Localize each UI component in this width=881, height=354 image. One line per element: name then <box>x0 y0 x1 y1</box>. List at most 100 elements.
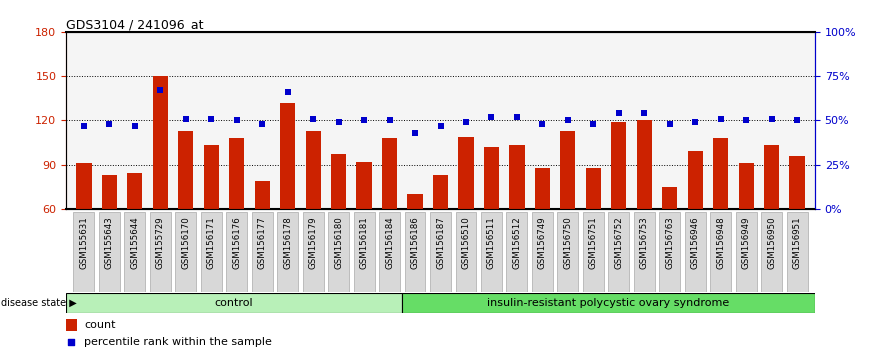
Bar <box>328 212 349 292</box>
Bar <box>278 212 298 292</box>
Point <box>281 89 295 95</box>
Bar <box>685 212 706 292</box>
Bar <box>710 212 731 292</box>
Point <box>306 116 320 121</box>
Text: GSM156170: GSM156170 <box>181 216 190 269</box>
Text: GSM156751: GSM156751 <box>589 216 598 269</box>
Text: GSM155644: GSM155644 <box>130 216 139 269</box>
Bar <box>124 212 145 292</box>
Text: GSM156187: GSM156187 <box>436 216 445 269</box>
Bar <box>663 187 677 297</box>
Text: GSM156763: GSM156763 <box>665 216 674 269</box>
Text: GSM156181: GSM156181 <box>359 216 368 269</box>
Point <box>485 114 499 120</box>
Bar <box>175 212 196 292</box>
Point <box>382 118 396 123</box>
Bar <box>738 163 754 297</box>
Bar <box>455 212 477 292</box>
Bar <box>404 212 426 292</box>
Bar <box>99 212 120 292</box>
Text: count: count <box>85 320 116 330</box>
Bar <box>481 212 502 292</box>
Text: GSM156510: GSM156510 <box>462 216 470 269</box>
Bar <box>713 138 729 297</box>
Text: GSM156949: GSM156949 <box>742 216 751 269</box>
Bar <box>558 212 578 292</box>
Bar <box>407 194 423 297</box>
Point <box>179 116 193 121</box>
Point <box>688 119 702 125</box>
Bar <box>637 120 652 297</box>
Bar <box>532 212 553 292</box>
Text: GSM156177: GSM156177 <box>258 216 267 269</box>
Text: GSM156948: GSM156948 <box>716 216 725 269</box>
Text: disease state ▶: disease state ▶ <box>1 298 77 308</box>
Point <box>765 116 779 121</box>
Bar <box>659 212 680 292</box>
Bar <box>255 181 270 297</box>
Text: GSM156750: GSM156750 <box>563 216 573 269</box>
Text: GSM156179: GSM156179 <box>308 216 318 269</box>
Bar <box>379 212 400 292</box>
Point <box>561 118 575 123</box>
Bar <box>229 138 244 297</box>
Point <box>714 116 728 121</box>
Text: insulin-resistant polycystic ovary syndrome: insulin-resistant polycystic ovary syndr… <box>487 298 729 308</box>
Point <box>102 121 116 127</box>
Bar <box>77 163 92 297</box>
Bar <box>507 212 528 292</box>
Point <box>790 118 804 123</box>
Text: GSM156951: GSM156951 <box>793 216 802 269</box>
Point <box>536 121 550 127</box>
Bar <box>73 212 94 292</box>
Text: GSM156184: GSM156184 <box>385 216 394 269</box>
Point <box>459 119 473 125</box>
Point <box>510 114 524 120</box>
Point <box>128 123 142 129</box>
Bar <box>484 147 499 297</box>
Text: GSM156946: GSM156946 <box>691 216 700 269</box>
Bar <box>353 212 374 292</box>
Point <box>586 121 600 127</box>
Point <box>357 118 371 123</box>
Point <box>331 119 345 125</box>
Text: GSM156176: GSM156176 <box>233 216 241 269</box>
Bar <box>382 138 397 297</box>
Point <box>611 110 626 116</box>
Point <box>433 123 448 129</box>
Point <box>153 87 167 93</box>
Bar <box>178 131 194 297</box>
Text: GSM155729: GSM155729 <box>156 216 165 269</box>
Text: GDS3104 / 241096_at: GDS3104 / 241096_at <box>66 18 204 31</box>
Text: control: control <box>215 298 253 308</box>
Text: GSM156752: GSM156752 <box>614 216 623 269</box>
Point <box>739 118 753 123</box>
Bar <box>66 293 402 313</box>
Text: GSM156511: GSM156511 <box>487 216 496 269</box>
Text: GSM155631: GSM155631 <box>79 216 88 269</box>
Bar <box>204 145 218 297</box>
Bar <box>560 131 575 297</box>
Text: GSM156186: GSM156186 <box>411 216 419 269</box>
Point <box>663 121 677 127</box>
Text: GSM156749: GSM156749 <box>538 216 547 269</box>
Bar <box>761 212 782 292</box>
Bar <box>152 76 168 297</box>
Bar <box>687 152 703 297</box>
Bar <box>331 154 346 297</box>
Bar <box>66 319 77 331</box>
Bar <box>430 212 451 292</box>
Text: GSM156178: GSM156178 <box>283 216 292 269</box>
Bar <box>280 103 295 297</box>
Bar <box>789 156 804 297</box>
Text: GSM156512: GSM156512 <box>513 216 522 269</box>
Bar <box>764 145 780 297</box>
Bar <box>586 167 601 297</box>
Text: GSM156180: GSM156180 <box>334 216 343 269</box>
Bar <box>101 175 117 297</box>
Bar <box>787 212 808 292</box>
Point <box>408 130 422 136</box>
Bar <box>633 212 655 292</box>
Bar <box>583 212 603 292</box>
Bar <box>535 167 550 297</box>
